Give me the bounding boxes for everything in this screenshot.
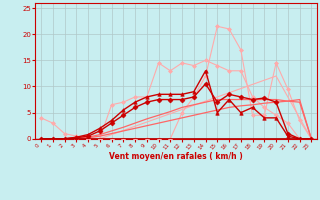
X-axis label: Vent moyen/en rafales ( km/h ): Vent moyen/en rafales ( km/h ) — [109, 152, 243, 161]
